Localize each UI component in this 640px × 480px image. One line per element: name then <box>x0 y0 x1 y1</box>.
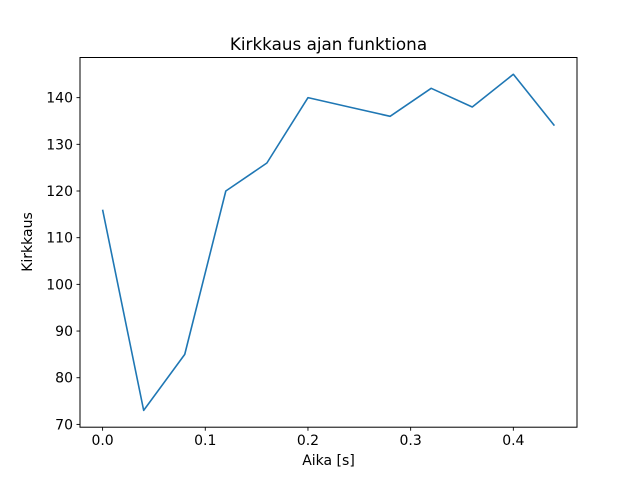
x-tick-label: 0.3 <box>400 433 422 449</box>
y-tick-label: 80 <box>55 371 73 387</box>
x-tick-label: 0.0 <box>91 433 113 449</box>
y-tick-label: 120 <box>46 184 73 200</box>
x-tick-label: 0.2 <box>297 433 319 449</box>
y-tick-label: 100 <box>46 277 73 293</box>
plot-frame <box>79 57 578 428</box>
x-tick-label: 0.4 <box>502 433 524 449</box>
y-axis-label: Kirkkaus <box>20 212 36 272</box>
chart-title: Kirkkaus ajan funktiona <box>230 34 427 54</box>
y-tick-label: 140 <box>46 91 73 107</box>
x-axis-label: Aika [s] <box>302 453 355 469</box>
data-line <box>101 73 556 412</box>
y-tick-label: 110 <box>46 231 73 247</box>
y-tick-label: 90 <box>55 324 73 340</box>
y-tick-label: 130 <box>46 137 73 153</box>
x-tick-label: 0.1 <box>194 433 216 449</box>
plot-area: 0.0 0.1 0.2 0.3 0.4 70 80 90 100 110 120 130 140 <box>46 57 578 449</box>
y-tick-label: 70 <box>55 417 73 433</box>
